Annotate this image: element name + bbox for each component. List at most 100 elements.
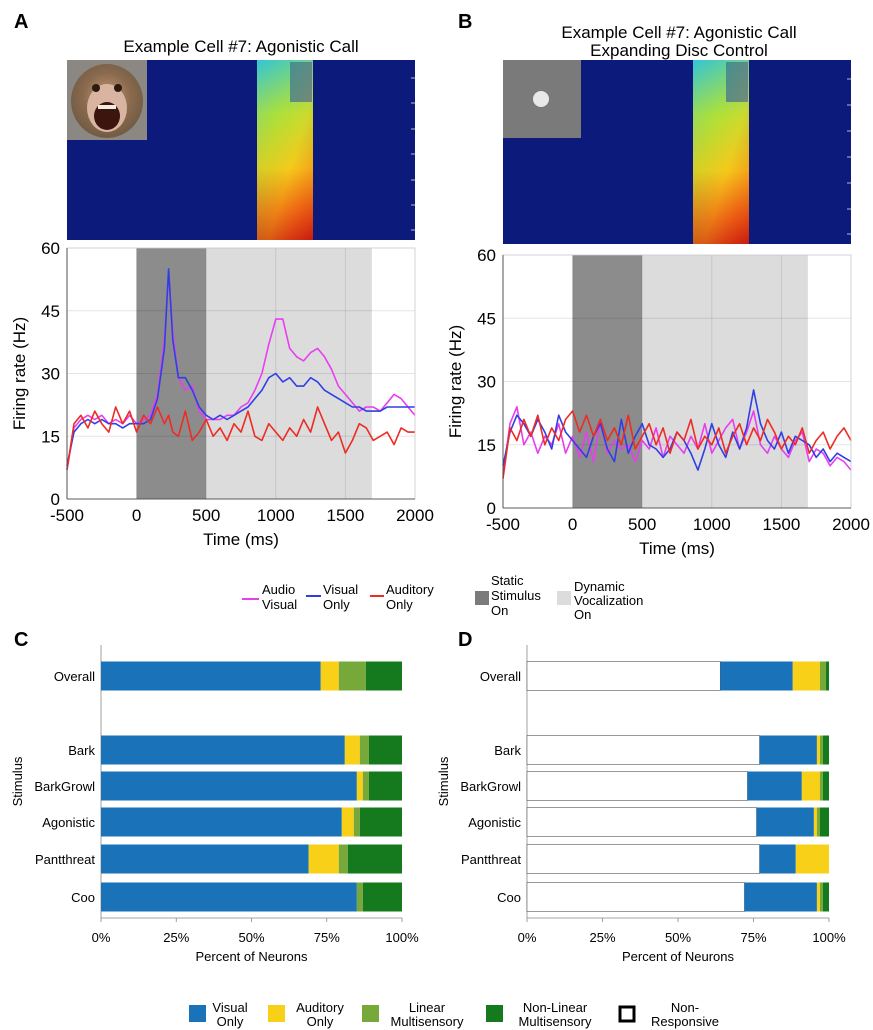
x-tick-label-b: 1500 [762, 515, 800, 534]
bar-segment-bar-nonlinear-d [822, 771, 829, 801]
bar-segment-bar-nonlinear-c [368, 771, 402, 801]
bar-segment-bar-nonresponsive-d [526, 661, 721, 691]
legend-visual-only-line1: Visual [323, 582, 358, 597]
legend-item-bar-nonlinear: Non-Linear Multisensory [486, 1000, 592, 1029]
x-tick-label-d: 25% [589, 930, 615, 945]
monkey-face-photo [67, 60, 147, 140]
bar-segment-bar-visual-c [101, 844, 309, 874]
spectrogram-b [503, 60, 851, 244]
legend-item-audio-visual: Audio Visual [242, 582, 297, 612]
bar-segment-bar-linear-d [819, 771, 823, 801]
bar-segment-bar-linear-c [353, 807, 360, 837]
stacked-bar-chart-d: Overall Bark BarkGrowl Agonistic Pantthreat C… [436, 645, 846, 964]
category-label-d: Agonistic [468, 815, 521, 830]
bar-segment-bar-visual-d [759, 735, 817, 765]
static-region-a [136, 248, 207, 499]
legend-bar-nonlinear-line2: Multisensory [519, 1014, 592, 1029]
bar-segment-bar-linear-c [356, 882, 363, 912]
legend-bar-visual-line2: Only [217, 1014, 244, 1029]
bar-segment-bar-auditory-d [792, 661, 820, 691]
bar-segment-bar-auditory-d [816, 735, 820, 765]
category-label-d: Overall [480, 669, 521, 684]
legend-audio-visual-line2: Visual [262, 597, 297, 612]
bar-segment-bar-visual-d [747, 771, 802, 801]
static-region-b [572, 255, 643, 508]
y-tick-label-a: 15 [41, 427, 60, 446]
category-label-c: Coo [71, 890, 95, 905]
legend-auditory-only-line2: Only [386, 597, 413, 612]
bar-segment-bar-nonlinear-c [365, 661, 402, 691]
bar-segment-bar-nonresponsive-d [526, 735, 760, 765]
x-tick-label-b: 2000 [832, 515, 870, 534]
bar-segment-bar-auditory-c [308, 844, 339, 874]
bar-segment-bar-auditory-d [795, 844, 829, 874]
x-tick-label-a: 1500 [326, 506, 364, 525]
panel-b-title-line1: Example Cell #7: Agonistic Call [561, 23, 796, 42]
legend-static-line2: Stimulus [491, 588, 541, 603]
legend-bar-linear-line2: Multisensory [391, 1014, 464, 1029]
bar-segment-bar-visual-c [101, 771, 357, 801]
legend-item-visual-only: Visual Only [306, 582, 358, 612]
legend-bar-auditory-line1: Auditory [296, 1000, 344, 1015]
bar-segment-bar-nonlinear-d [822, 735, 829, 765]
x-tick-label-c: 75% [314, 930, 340, 945]
bar-segment-bar-nonlinear-c [347, 844, 402, 874]
legend-item-bar-visual-only: Visual Only [189, 1000, 248, 1029]
bar-segment-bar-linear-c [359, 735, 369, 765]
x-tick-label-a: 0 [132, 506, 141, 525]
legend-bar-linear-line1: Linear [409, 1000, 446, 1015]
bar-segment-bar-linear-d [819, 882, 823, 912]
y-tick-label-b: 45 [477, 309, 496, 328]
legend-item-auditory-only: Auditory Only [370, 582, 434, 612]
x-axis-label-d: Percent of Neurons [622, 949, 735, 964]
bar-segment-bar-nonlinear-d [822, 882, 829, 912]
spectrogram-a [67, 60, 415, 240]
bar-segment-bar-nonresponsive-d [526, 771, 748, 801]
x-tick-label-b: 0 [568, 515, 577, 534]
bar-segment-bar-auditory-c [344, 735, 360, 765]
category-label-d: Pantthreat [461, 852, 521, 867]
x-tick-label-a: 1000 [257, 506, 295, 525]
x-axis-label-c: Percent of Neurons [195, 949, 308, 964]
x-axis-label-b: Time (ms) [639, 539, 715, 558]
bar-segment-bar-auditory-c [356, 771, 363, 801]
x-tick-label-c: 0% [92, 930, 111, 945]
bar-segment-bar-visual-d [720, 661, 793, 691]
y-tick-label-a: 30 [41, 365, 60, 384]
bar-segment-bar-linear-c [362, 771, 369, 801]
bar-segment-bar-linear-d [816, 807, 820, 837]
legend-item-dynamic-vocalization: Dynamic Vocalization On [557, 579, 643, 622]
y-tick-label-a: 45 [41, 302, 60, 321]
x-tick-label-b: -500 [486, 515, 520, 534]
series-line-auditory-only-a [66, 406, 415, 470]
y-axis-label-a: Firing rate (Hz) [10, 317, 29, 430]
expanding-disc-icon [503, 60, 581, 138]
series-line-visual-only-a [66, 268, 415, 466]
bar-segment-bar-nonresponsive-d [526, 882, 745, 912]
bar-segment-bar-visual-d [756, 807, 814, 837]
y-tick-label-b: 60 [477, 246, 496, 265]
dynamic-region-b [642, 255, 808, 508]
legend-top: Audio Visual Visual Only Auditory Only S… [242, 573, 643, 622]
category-label-d: Bark [494, 743, 521, 758]
legend-static-line1: Static [491, 573, 524, 588]
bar-segment-bar-linear-d [819, 661, 826, 691]
bar-segment-bar-auditory-d [801, 771, 820, 801]
bar-segment-bar-linear-d [819, 735, 823, 765]
panel-letter-a: A [14, 11, 28, 33]
legend-dynamic-line3: On [574, 607, 591, 622]
y-tick-label-b: 30 [477, 373, 496, 392]
x-axis-label-a: Time (ms) [203, 530, 279, 549]
legend-bar-visual-line1: Visual [212, 1000, 247, 1015]
legend-dynamic-line1: Dynamic [574, 579, 625, 594]
bar-segment-bar-linear-c [338, 844, 348, 874]
series-line-auditory-only-b [502, 410, 852, 479]
bar-segment-bar-visual-c [101, 661, 321, 691]
legend-dynamic-line2: Vocalization [574, 593, 643, 608]
legend-static-line3: On [491, 603, 508, 618]
legend-bottom: Visual Only Auditory Only Linear Multise… [189, 1000, 719, 1029]
x-tick-label-a: -500 [50, 506, 84, 525]
legend-bar-nonlinear-line1: Non-Linear [523, 1000, 588, 1015]
legend-item-bar-nonresponsive: Non- Responsive [618, 1000, 719, 1029]
